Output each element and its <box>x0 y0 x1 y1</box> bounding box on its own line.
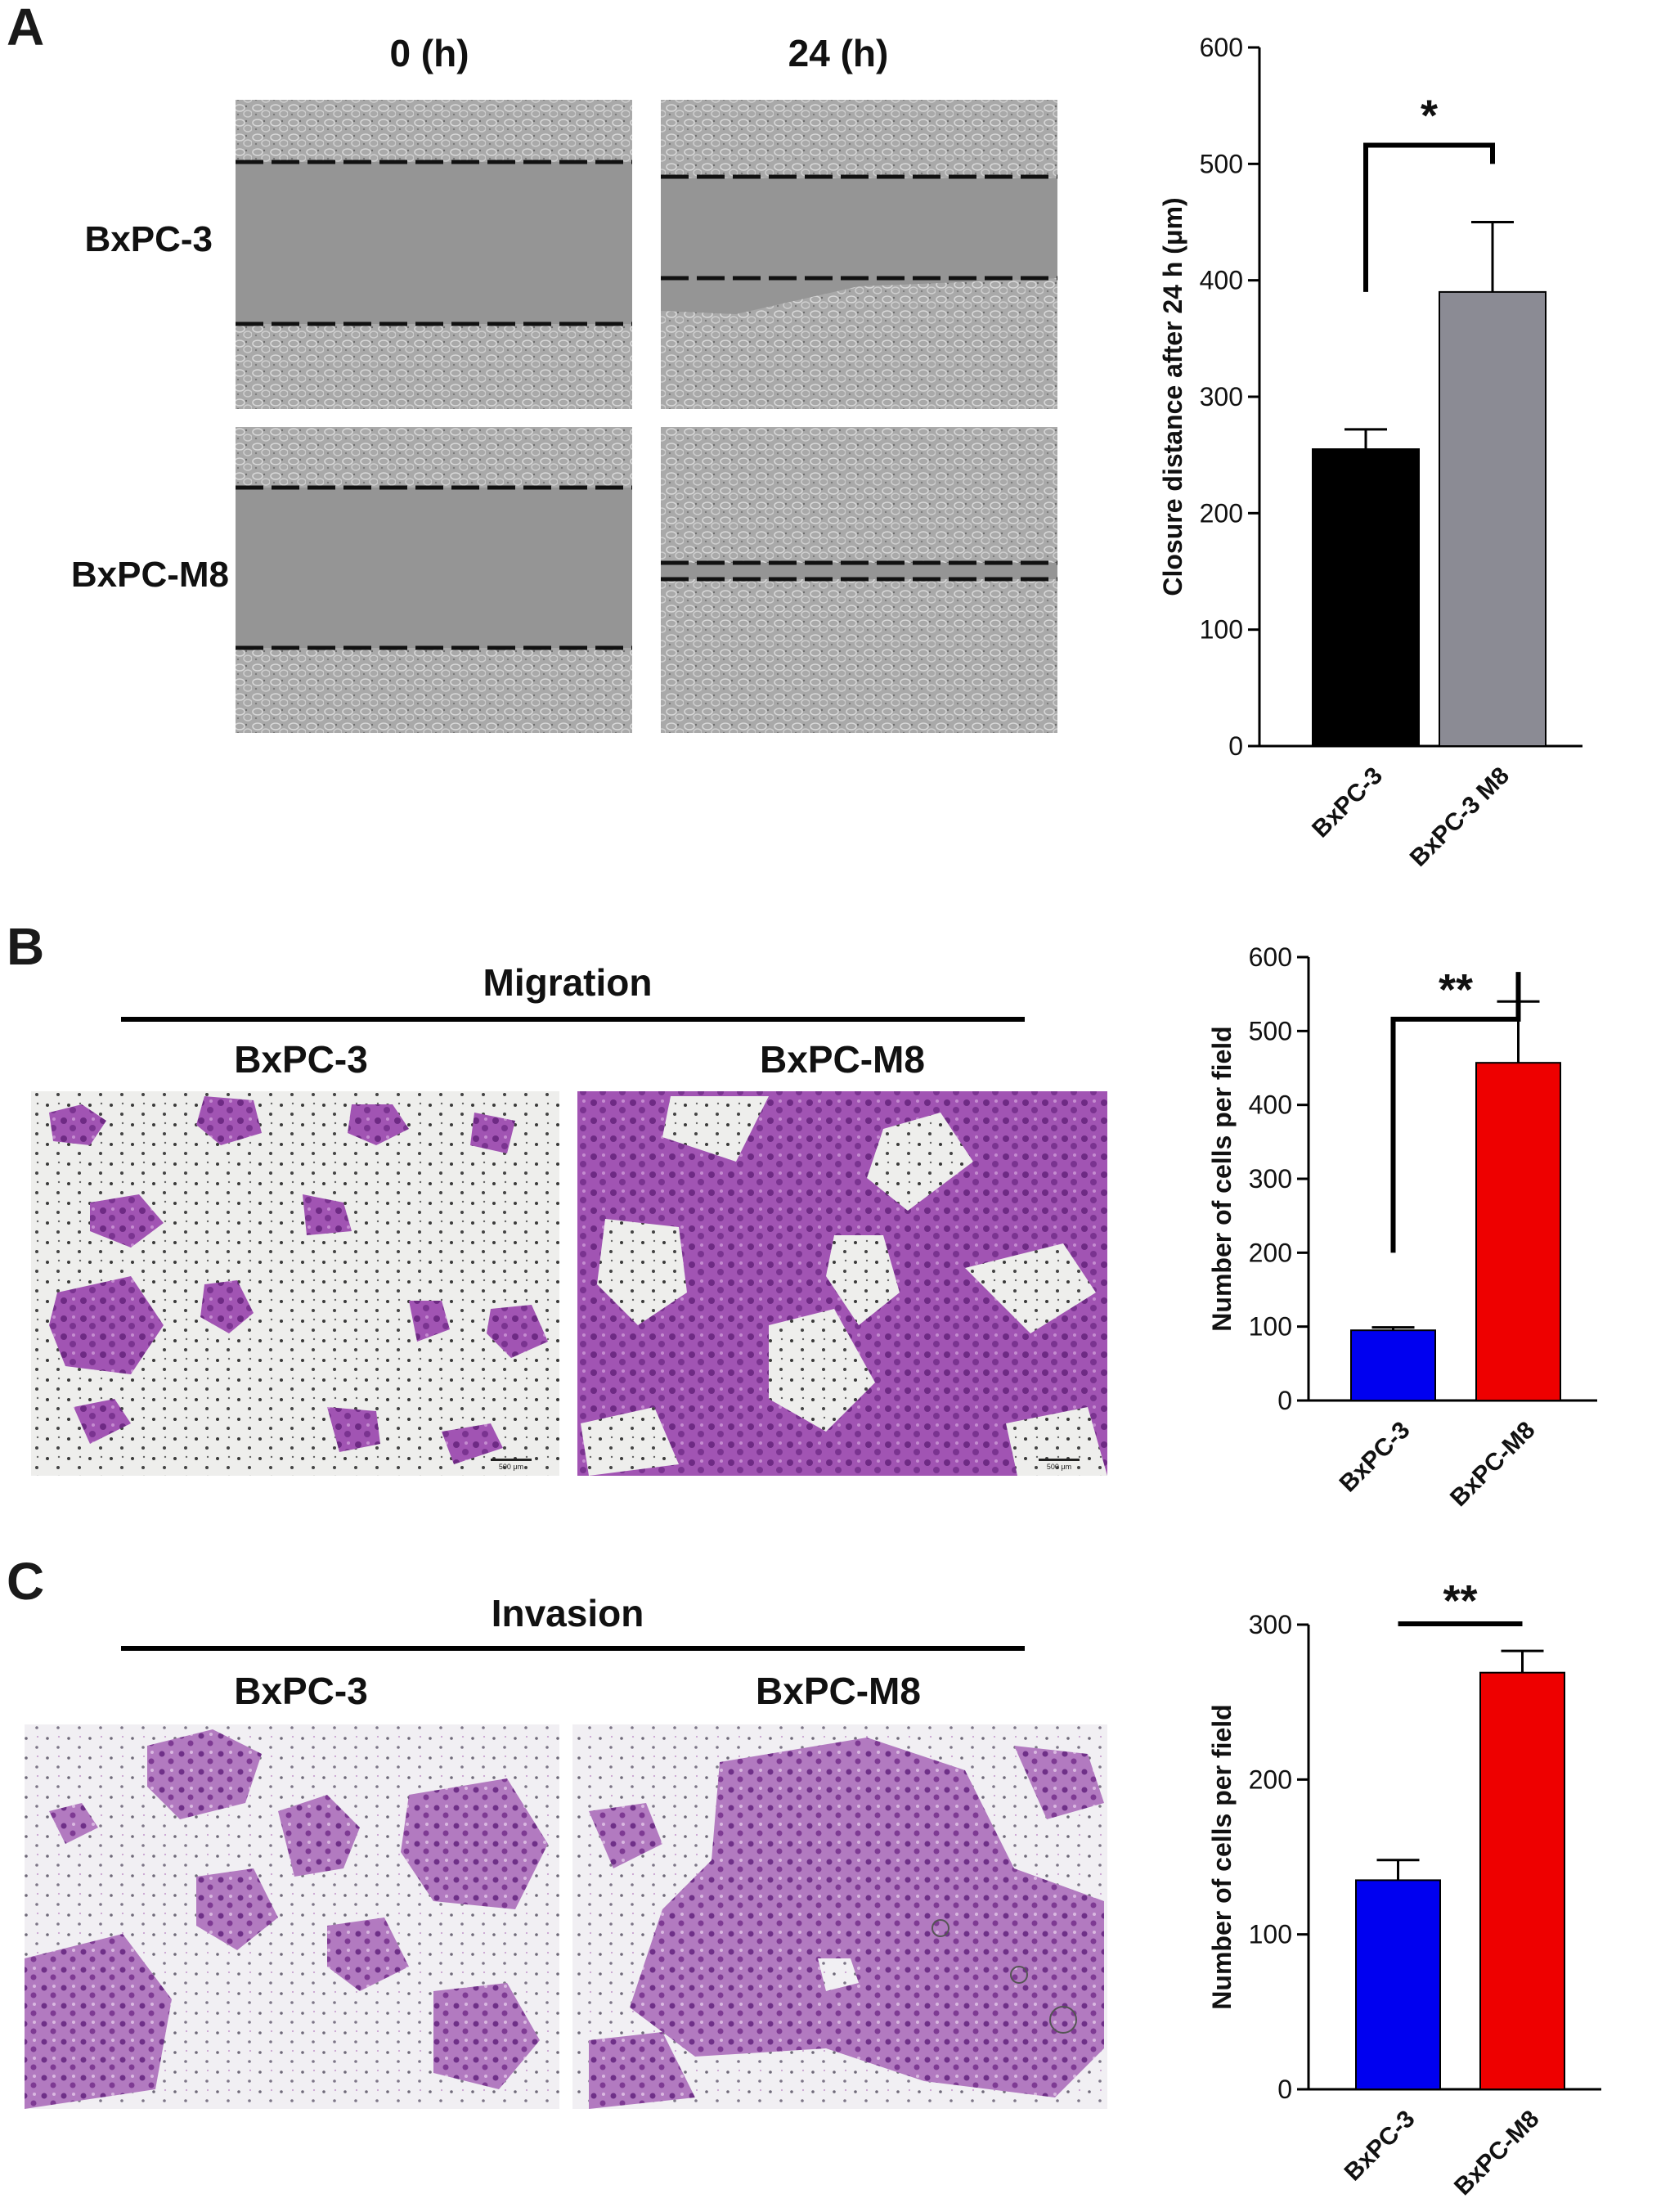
panel-letter-b: B <box>7 917 45 976</box>
x-tick-label: BxPC-M8 <box>1449 2106 1544 2201</box>
x-tick-label: BxPC-3 <box>1340 2106 1421 2187</box>
column-label-bxpcm8-invasion: BxPC-M8 <box>756 1670 921 1712</box>
chart-c: 0 100 200 300 Number of cells per field BxPC-… <box>1207 1579 1601 2201</box>
scale-bar <box>1039 1459 1080 1461</box>
x-tick-label: BxPC-3 <box>1335 1417 1416 1498</box>
column-label-bxpcm8-migration: BxPC-M8 <box>760 1038 925 1081</box>
time-header-24h: 24 (h) <box>788 32 889 74</box>
y-tick-label: 600 <box>1200 33 1243 62</box>
section-title-migration: Migration <box>483 961 653 1004</box>
y-tick-label: 300 <box>1200 382 1243 411</box>
y-tick-label: 100 <box>1249 1920 1292 1949</box>
panel-letter-c: C <box>7 1552 45 1611</box>
bar <box>1475 1062 1561 1401</box>
y-tick-label: 400 <box>1200 266 1243 295</box>
y-tick-label: 300 <box>1249 1610 1292 1639</box>
scale-bar <box>491 1459 532 1461</box>
scale-bar-label: 500 μm <box>499 1463 523 1471</box>
bar <box>1350 1329 1436 1401</box>
y-tick-label: 200 <box>1249 1765 1292 1794</box>
micrograph-invasion-bxpcm8 <box>572 1724 1107 2109</box>
y-tick-label: 200 <box>1200 498 1243 528</box>
column-label-bxpc3-migration: BxPC-3 <box>234 1038 368 1081</box>
micrograph-migration-bxpc3: 500 μm <box>31 1091 559 1476</box>
micrograph-migration-bxpcm8: 500 μm <box>577 1091 1107 1476</box>
chart-b: 0 100 200 300 400 500 600 Number of cells per f… <box>1207 942 1597 1512</box>
micrograph-24h-bxpc3 <box>661 100 1057 409</box>
bar <box>1312 448 1420 747</box>
x-tick-label: BxPC-3 <box>1307 762 1388 843</box>
section-rule-invasion <box>121 1646 1025 1651</box>
panel-letter-a: A <box>7 0 45 56</box>
y-axis-label: Number of cells per field <box>1207 1704 1237 2009</box>
bar <box>1439 290 1547 747</box>
bar <box>1479 1671 1565 2091</box>
wound-healing-micrographs <box>236 100 1057 733</box>
significance-bracket <box>1390 972 1521 1253</box>
row-label-bxpc3: BxPC-3 <box>84 219 213 259</box>
significance-marker: ** <box>1443 1579 1477 1625</box>
micrograph-invasion-bxpc3 <box>25 1724 559 2109</box>
y-tick-label: 100 <box>1249 1312 1292 1342</box>
significance-bracket <box>1363 142 1495 292</box>
y-tick-label: 500 <box>1200 149 1243 178</box>
y-axis-label: Number of cells per field <box>1207 1026 1237 1331</box>
y-tick-label: 100 <box>1200 615 1243 645</box>
section-rule-migration <box>121 1017 1025 1022</box>
y-tick-label: 200 <box>1249 1238 1292 1267</box>
y-tick-label: 600 <box>1249 942 1292 972</box>
y-tick-label: 0 <box>1277 2075 1292 2104</box>
y-tick-label: 500 <box>1249 1016 1292 1045</box>
scale-bar-label: 500 μm <box>1047 1463 1071 1471</box>
invasion-micrographs <box>25 1724 1107 2109</box>
x-tick-label: BxPC-3 M8 <box>1405 762 1515 872</box>
row-label-bxpcm8: BxPC-M8 <box>70 555 229 595</box>
column-label-bxpc3-invasion: BxPC-3 <box>234 1670 368 1712</box>
time-header-0h: 0 (h) <box>389 32 469 74</box>
y-tick-label: 400 <box>1249 1090 1292 1120</box>
micrograph-24h-bxpcm8 <box>661 427 1057 733</box>
y-tick-label: 0 <box>1228 731 1243 761</box>
y-axis-label: Closure distance after 24 h (μm) <box>1158 197 1187 596</box>
y-tick-label: 0 <box>1277 1386 1292 1415</box>
section-title-invasion: Invasion <box>491 1592 644 1634</box>
significance-marker: ** <box>1439 965 1473 1014</box>
chart-a: 0 100 200 300 400 500 600 Closure distance afte… <box>1158 33 1582 872</box>
micrograph-0h-bxpcm8 <box>236 427 632 733</box>
migration-micrographs: 500 μm 500 μm <box>31 1091 1107 1476</box>
y-tick-label: 300 <box>1249 1164 1292 1194</box>
bar <box>1355 1879 1441 2090</box>
micrograph-0h-bxpc3 <box>236 100 632 409</box>
x-tick-label: BxPC-M8 <box>1445 1417 1540 1512</box>
significance-marker: * <box>1421 92 1438 141</box>
